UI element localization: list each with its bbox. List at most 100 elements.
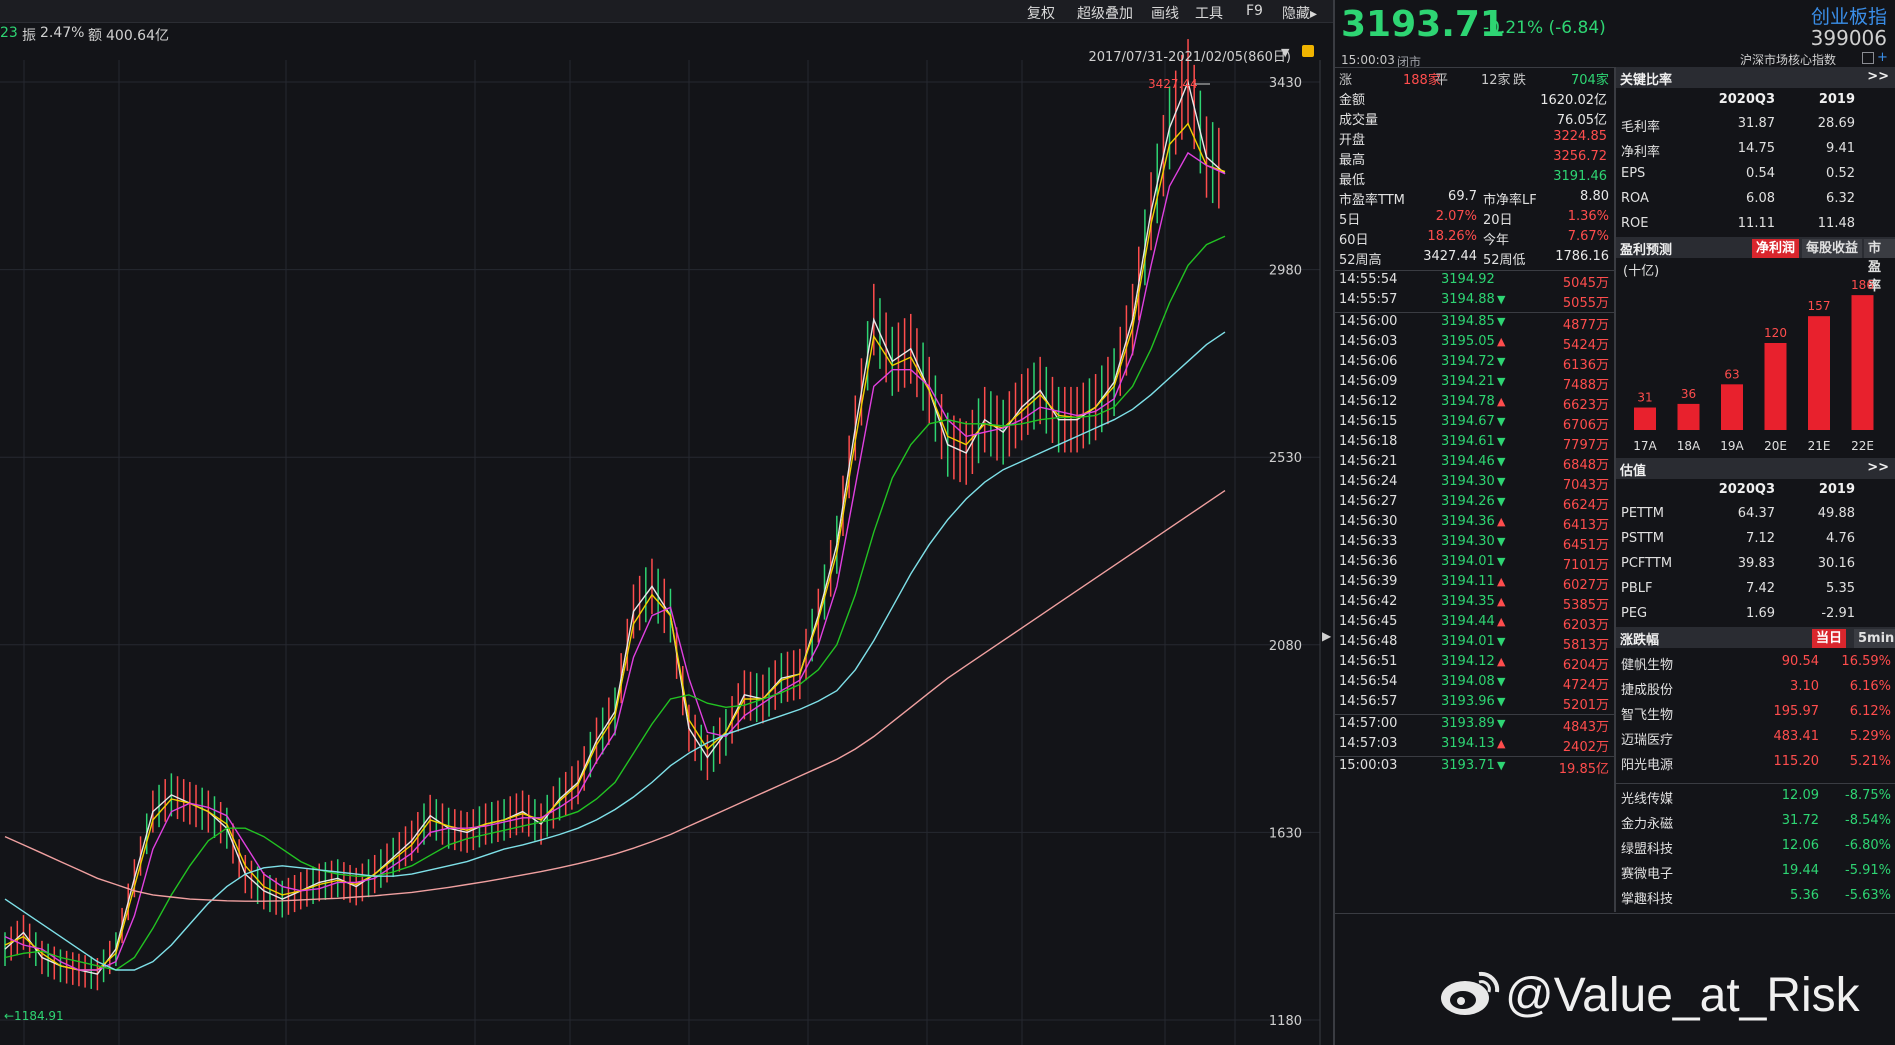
tick-time: 14:56:36 xyxy=(1339,554,1398,569)
down-arrow-icon: ▼ xyxy=(1497,293,1506,306)
mover-name: 赛微电子 xyxy=(1621,867,1674,882)
mover-name: 阳光电源 xyxy=(1621,758,1674,773)
tick-time: 14:56:18 xyxy=(1339,434,1398,449)
tick-time: 14:56:45 xyxy=(1339,614,1398,629)
amplitude-value: 2.47% xyxy=(40,25,85,41)
tick-price: 3194.61 xyxy=(1441,434,1495,449)
tab-today[interactable]: 当日 xyxy=(1812,629,1847,648)
fuquan-menu[interactable]: 复权 xyxy=(1027,6,1055,22)
metric-value: 7.67% xyxy=(1567,229,1609,244)
tick-volume: 5385万 xyxy=(1562,598,1609,613)
forecast-value-label: 157 xyxy=(1808,299,1831,313)
tick-time: 14:57:00 xyxy=(1339,716,1398,731)
edit-icon[interactable] xyxy=(1862,52,1874,64)
stat-label: 开盘 xyxy=(1339,133,1366,148)
key-ratio-row-label: EPS xyxy=(1621,166,1646,181)
flat-label: 平 xyxy=(1435,73,1449,88)
tick-volume: 7043万 xyxy=(1562,478,1609,493)
down-label: 跌 xyxy=(1513,73,1527,88)
flat-count: 12家 xyxy=(1481,73,1511,88)
valuation-cell: 3.05 xyxy=(1865,531,1895,546)
super-overlay-menu[interactable]: 超级叠加 xyxy=(1077,6,1133,22)
mover-price: 12.06 xyxy=(1781,838,1819,853)
price-tick-label: 2530 xyxy=(1269,451,1302,466)
metric-value: 1.36% xyxy=(1567,209,1609,224)
tick-time: 14:55:54 xyxy=(1339,272,1398,287)
tick-time: 14:56:12 xyxy=(1339,394,1398,409)
valuation-cell: 7.42 xyxy=(1746,581,1775,596)
valuation-cell: 27.92 xyxy=(1865,506,1895,521)
tick-volume: 5201万 xyxy=(1562,698,1609,713)
hide-menu[interactable]: 隐藏▸ xyxy=(1282,6,1318,22)
amount-label: 额 xyxy=(88,28,102,44)
ma-line-1 xyxy=(4,122,1226,971)
collapse-arrow-icon[interactable]: ▶ xyxy=(1322,629,1332,643)
index-name[interactable]: 创业板指 xyxy=(1810,6,1887,28)
mover-pct: -5.63% xyxy=(1845,888,1891,903)
tick-price: 3194.92 xyxy=(1441,272,1495,287)
down-arrow-icon: ▼ xyxy=(1497,375,1506,388)
draw-line-menu[interactable]: 画线 xyxy=(1151,6,1179,22)
key-ratio-cell: 28.69 xyxy=(1817,116,1855,131)
tick-time: 14:56:54 xyxy=(1339,674,1398,689)
forecast-header: 盈利预测 净利润 每股收益 市盈率 xyxy=(1616,237,1895,294)
tick-volume: 5055万 xyxy=(1562,296,1609,311)
key-ratios-more[interactable]: >> xyxy=(1867,69,1889,84)
tick-time: 14:56:15 xyxy=(1339,414,1398,429)
tick-time: 15:00:03 xyxy=(1339,758,1398,773)
metric-label: 市净率LF xyxy=(1483,193,1537,208)
valuation-row-label: PETTM xyxy=(1621,506,1664,521)
tick-volume: 19.85亿 xyxy=(1558,762,1609,777)
price-tick-label: 1180 xyxy=(1269,1014,1302,1029)
down-arrow-icon: ▼ xyxy=(1497,415,1506,428)
mover-pct: -8.54% xyxy=(1845,813,1891,828)
kline-chart-panel[interactable]: 3430 2980 2530 2080 1630 1180 3427.44 ←1184.91 ▶… xyxy=(0,0,1333,1045)
key-ratio-cell: 31.87 xyxy=(1737,116,1775,131)
market-status: 闭市 xyxy=(1397,55,1422,69)
add-icon[interactable]: + xyxy=(1877,50,1888,65)
tick-volume: 5813万 xyxy=(1562,638,1609,653)
tab-5min[interactable]: 5min xyxy=(1854,629,1895,648)
metric-label: 52周低 xyxy=(1483,253,1526,268)
up-arrow-icon: ▲ xyxy=(1497,575,1506,588)
mover-name: 绿盟科技 xyxy=(1621,842,1674,857)
ma-line-3 xyxy=(4,235,1226,971)
tick-time: 14:56:09 xyxy=(1339,374,1398,389)
tick-volume: 6848万 xyxy=(1562,458,1609,473)
info-prefix: 23 xyxy=(0,25,18,41)
tick-price: 3194.88 xyxy=(1441,292,1495,307)
valuation-cell: 36.72 xyxy=(1865,556,1895,571)
tick-volume: 6027万 xyxy=(1562,578,1609,593)
valuation-cell: 3.24 xyxy=(1865,581,1895,596)
valuation-more[interactable]: >> xyxy=(1867,460,1889,475)
stat-label: 最低 xyxy=(1339,173,1366,188)
ma-line-0 xyxy=(4,79,1226,975)
range-dropdown-icon[interactable]: ▼ xyxy=(1281,46,1290,59)
tab-eps[interactable]: 每股收益 xyxy=(1802,239,1863,258)
stat-label: 最高 xyxy=(1339,153,1366,168)
key-ratio-cell: 0.52 xyxy=(1826,166,1855,181)
tab-pe[interactable]: 市盈率 xyxy=(1864,239,1895,294)
tools-menu[interactable]: 工具 xyxy=(1195,6,1223,22)
forecast-value-label: 31 xyxy=(1637,391,1652,405)
tick-price: 3194.01 xyxy=(1441,634,1495,649)
metric-value: 69.7 xyxy=(1448,189,1477,204)
lock-icon[interactable] xyxy=(1302,45,1314,57)
mover-pct: -5.91% xyxy=(1845,863,1891,878)
chart-info-bar: 23 振 2.47% 额 400.64亿 xyxy=(0,22,1333,44)
kline-chart[interactable]: 3430 2980 2530 2080 1630 1180 3427.44 ←1184.91 ▶ xyxy=(0,0,1333,1045)
mover-price: 5.36 xyxy=(1790,888,1819,903)
f9-menu[interactable]: F9 xyxy=(1246,3,1263,19)
tick-price: 3194.08 xyxy=(1441,674,1495,689)
metric-label: 5日 xyxy=(1339,213,1361,228)
down-arrow-icon: ▼ xyxy=(1497,695,1506,708)
stat-label: 成交量 xyxy=(1339,113,1379,128)
forecast-value-label: 120 xyxy=(1764,326,1787,340)
tick-time: 14:56:06 xyxy=(1339,354,1398,369)
down-arrow-icon: ▼ xyxy=(1497,475,1506,488)
down-arrow-icon: ▼ xyxy=(1497,759,1506,772)
date-range-label[interactable]: 2017/07/31-2021/02/05(860日) xyxy=(1088,50,1291,65)
mover-pct: -8.75% xyxy=(1845,788,1891,803)
tab-net-profit[interactable]: 净利润 xyxy=(1752,239,1800,258)
tick-price: 3195.05 xyxy=(1441,334,1495,349)
